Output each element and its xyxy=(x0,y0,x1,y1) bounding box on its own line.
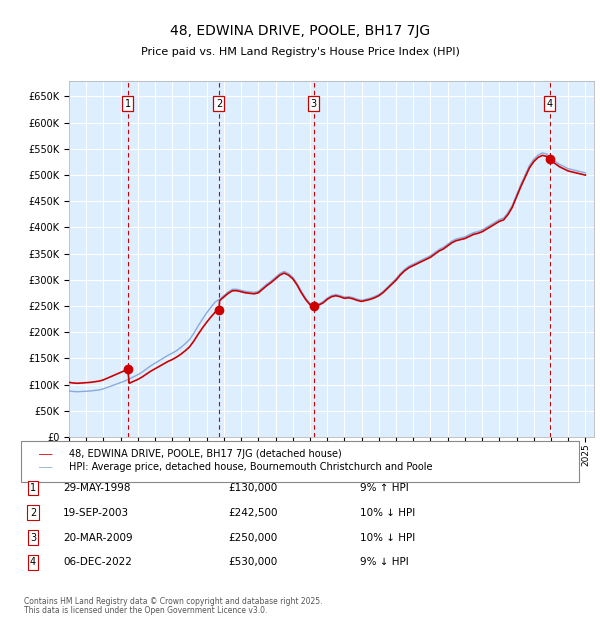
Text: £130,000: £130,000 xyxy=(228,483,277,493)
Text: Contains HM Land Registry data © Crown copyright and database right 2025.: Contains HM Land Registry data © Crown c… xyxy=(24,597,323,606)
Text: Price paid vs. HM Land Registry's House Price Index (HPI): Price paid vs. HM Land Registry's House … xyxy=(140,47,460,57)
Text: 1: 1 xyxy=(125,99,131,108)
Text: 4: 4 xyxy=(547,99,553,108)
Text: £250,000: £250,000 xyxy=(228,533,277,542)
Text: 2: 2 xyxy=(216,99,222,108)
Text: ——: —— xyxy=(39,462,53,472)
Text: 19-SEP-2003: 19-SEP-2003 xyxy=(63,508,129,518)
Text: £530,000: £530,000 xyxy=(228,557,277,567)
Text: 3: 3 xyxy=(30,533,36,542)
Text: 10% ↓ HPI: 10% ↓ HPI xyxy=(360,533,415,542)
Text: ——: —— xyxy=(39,449,53,459)
Text: 10% ↓ HPI: 10% ↓ HPI xyxy=(360,508,415,518)
Text: This data is licensed under the Open Government Licence v3.0.: This data is licensed under the Open Gov… xyxy=(24,606,268,615)
Text: 29-MAY-1998: 29-MAY-1998 xyxy=(63,483,131,493)
Text: 9% ↑ HPI: 9% ↑ HPI xyxy=(360,483,409,493)
Text: 1: 1 xyxy=(30,483,36,493)
Text: HPI: Average price, detached house, Bournemouth Christchurch and Poole: HPI: Average price, detached house, Bour… xyxy=(69,462,433,472)
Text: 20-MAR-2009: 20-MAR-2009 xyxy=(63,533,133,542)
Text: 48, EDWINA DRIVE, POOLE, BH17 7JG: 48, EDWINA DRIVE, POOLE, BH17 7JG xyxy=(170,24,430,38)
Text: 2: 2 xyxy=(30,508,36,518)
Text: 48, EDWINA DRIVE, POOLE, BH17 7JG (detached house): 48, EDWINA DRIVE, POOLE, BH17 7JG (detac… xyxy=(69,449,342,459)
Text: £242,500: £242,500 xyxy=(228,508,277,518)
Text: 4: 4 xyxy=(30,557,36,567)
Text: 9% ↓ HPI: 9% ↓ HPI xyxy=(360,557,409,567)
Text: 3: 3 xyxy=(311,99,317,108)
Text: 06-DEC-2022: 06-DEC-2022 xyxy=(63,557,132,567)
